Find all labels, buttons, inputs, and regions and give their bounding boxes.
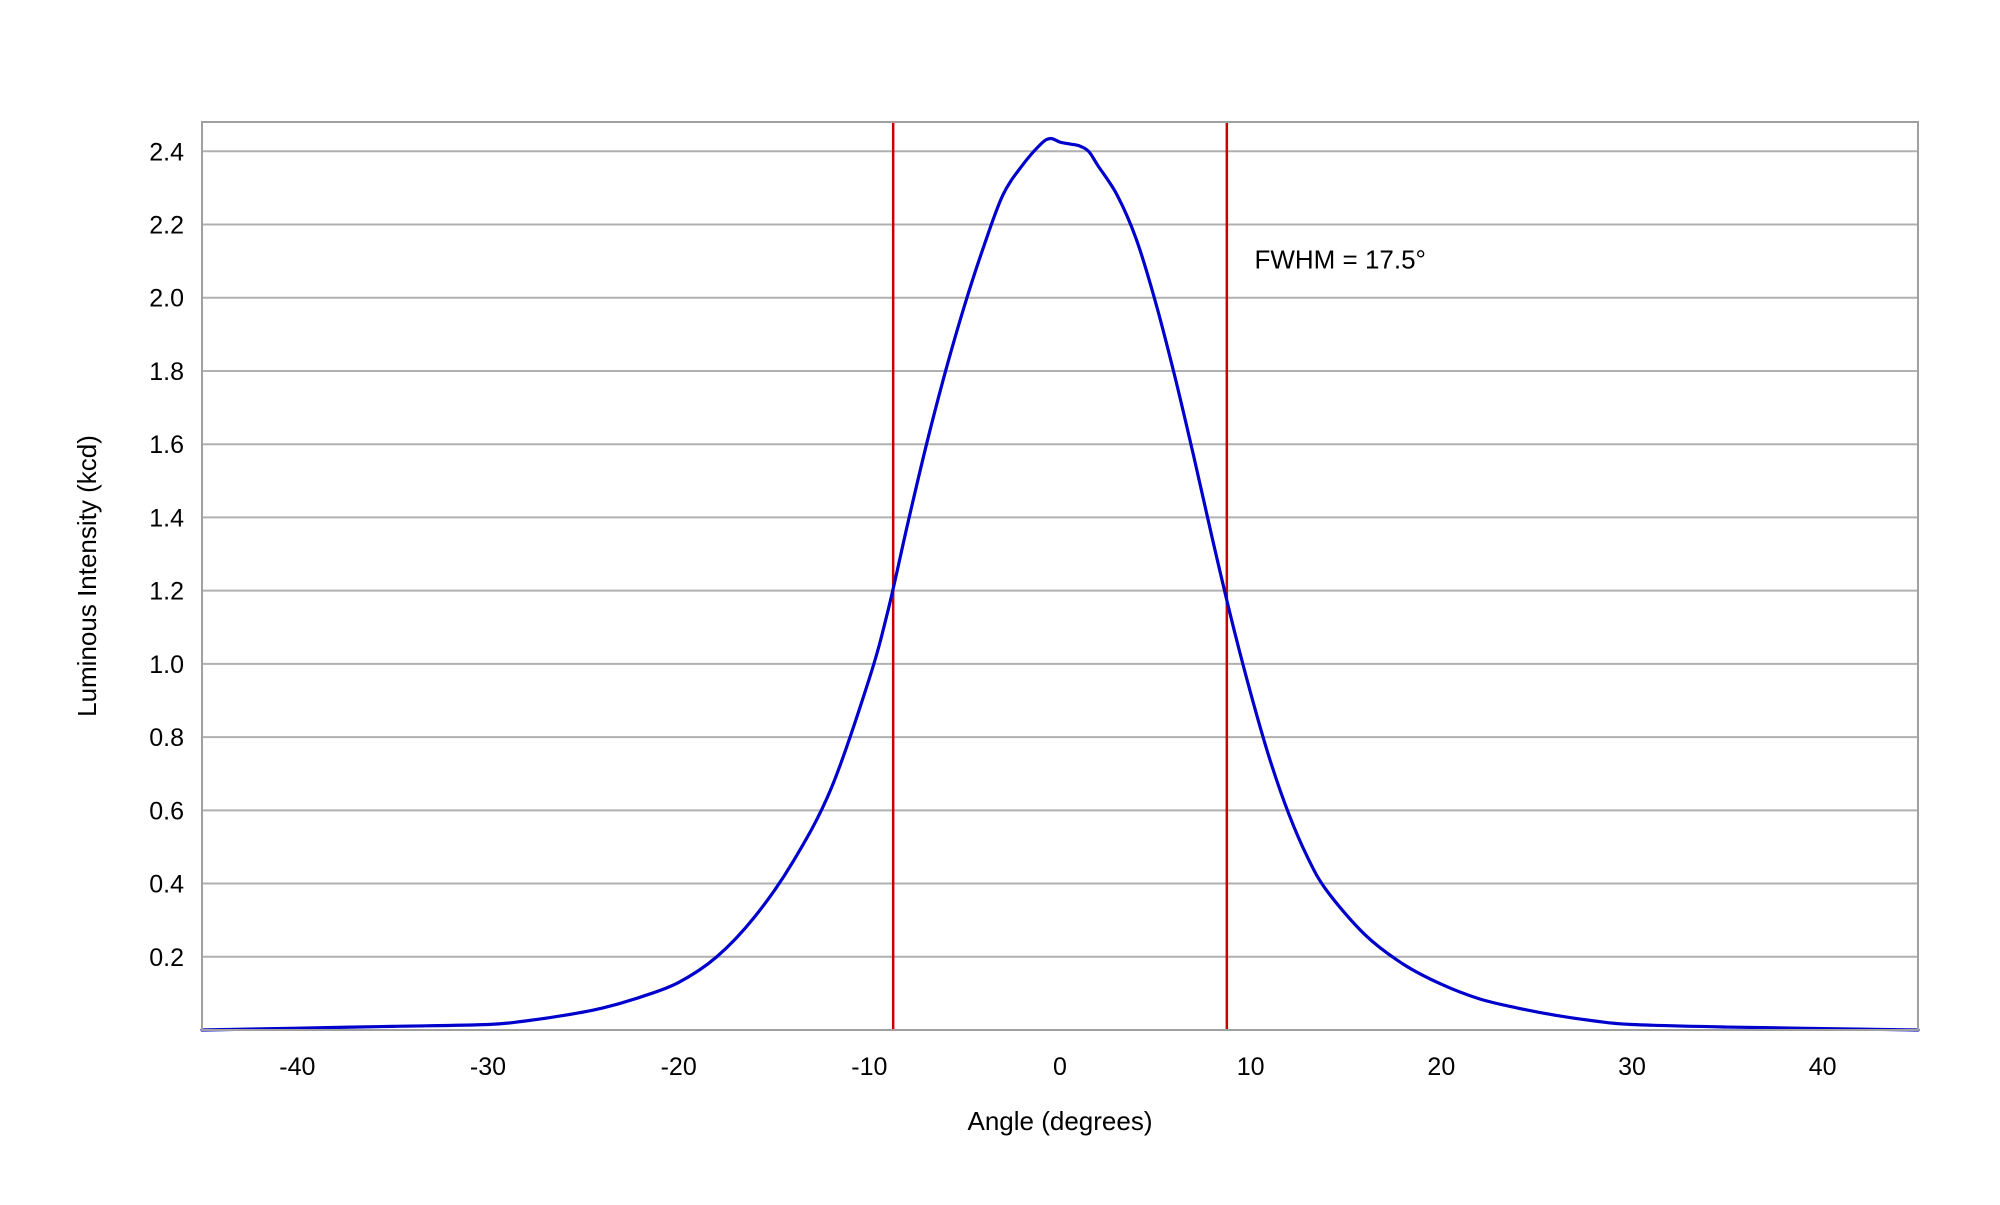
y-tick-label: 1.4 [149,504,184,532]
x-tick-label: 30 [1618,1053,1646,1081]
fwhm-annotation: FWHM = 17.5° [1254,244,1426,274]
y-tick-label: 0.2 [149,944,184,972]
y-tick-labels: 0.2 0.4 0.6 0.8 1.0 1.2 1.4 1.6 1.8 2.0 2.2 2.4 [149,138,184,971]
x-tick-label: 0 [1053,1053,1067,1081]
annotations: FWHM = 17.5° [1254,244,1426,274]
y-axis-label: Luminous Intensity (kcd) [72,435,102,717]
y-tick-label: 1.8 [149,358,184,386]
x-tick-label: 20 [1427,1053,1455,1081]
x-tick-label: 10 [1237,1053,1265,1081]
x-tick-label: -30 [470,1053,506,1081]
x-tick-label: 40 [1809,1053,1837,1081]
series-line-0 [200,136,1920,1032]
fwhm-markers [891,122,1229,1030]
y-tick-label: 1.0 [149,651,184,679]
y-tick-label: 2.4 [149,138,184,166]
y-tick-label: 0.6 [149,797,184,825]
grid-lines [202,150,1918,958]
x-tick-label: -20 [661,1053,697,1081]
y-tick-label: 2.0 [149,285,184,313]
x-tick-labels: -40 -30 -20 -10 0 10 20 30 40 [279,1053,1836,1081]
y-tick-label: 0.8 [149,724,184,752]
x-tick-label: -40 [279,1053,315,1081]
plot-frame [201,121,1919,1031]
x-tick-label: -10 [851,1053,887,1081]
x-axis-label: Angle (degrees) [968,1106,1153,1136]
y-tick-label: 1.6 [149,431,184,459]
series-layer [200,136,1920,1032]
y-tick-label: 2.2 [149,212,184,240]
y-tick-label: 0.4 [149,871,184,899]
y-tick-label: 1.2 [149,578,184,606]
